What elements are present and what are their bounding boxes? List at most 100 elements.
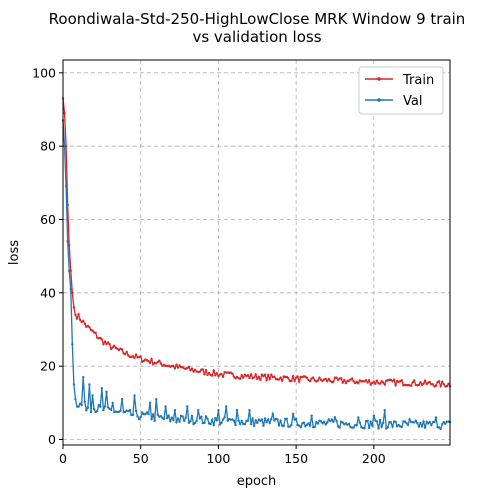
series-val-point <box>344 422 348 425</box>
series-train-point <box>220 372 223 376</box>
series-val-point <box>403 420 407 423</box>
y-axis-label: loss <box>7 240 22 265</box>
series-train-point <box>318 376 321 379</box>
series-train-point <box>357 382 360 385</box>
series-train-point <box>375 379 379 382</box>
series-train-point <box>63 111 66 115</box>
series-val-point <box>329 419 332 423</box>
series-val-point <box>237 419 240 422</box>
series-val-point <box>106 406 110 409</box>
series-val-point <box>266 418 270 421</box>
series-train-point <box>75 317 79 320</box>
series-val-point <box>215 419 219 422</box>
series-train-point <box>173 367 177 370</box>
series-train-point <box>88 326 91 329</box>
series-val-point <box>330 418 334 421</box>
series-train-point <box>290 379 293 383</box>
series-train-point <box>113 344 116 347</box>
series-val-point <box>290 423 293 427</box>
series-val-point <box>308 424 312 427</box>
y-tick-label: 100 <box>32 65 56 80</box>
series-train-point <box>431 383 435 386</box>
series-val-point <box>190 414 194 418</box>
series-val-point <box>172 418 175 422</box>
series-train-point <box>343 378 346 382</box>
series-val-point <box>148 401 152 405</box>
legend-val-marker <box>377 98 381 102</box>
series-val-point <box>277 424 281 427</box>
series-train-point <box>74 313 77 317</box>
series-train-point <box>159 362 163 365</box>
series-val-point <box>214 417 217 420</box>
series-val-point <box>189 420 192 423</box>
series-val-line <box>62 120 451 431</box>
series-val-point <box>69 287 72 291</box>
series-train-point <box>329 379 332 383</box>
series-train-point <box>439 384 442 388</box>
series-train-point <box>215 372 219 375</box>
series-val-point <box>397 423 400 427</box>
series-train-point <box>409 384 413 387</box>
legend: Train Val <box>358 66 444 115</box>
series-val-point <box>433 420 436 424</box>
series-val-point <box>355 424 358 427</box>
series-val-point <box>173 408 177 412</box>
series-val-point <box>282 424 285 428</box>
series-val-point <box>128 408 132 412</box>
series-val-point <box>294 417 298 421</box>
series-val-point <box>224 405 228 408</box>
series-val-point <box>276 418 279 421</box>
series-train-point <box>394 384 397 387</box>
series-val-point <box>184 416 187 419</box>
series-train-point <box>280 379 284 382</box>
series-val-point <box>386 426 390 429</box>
series-val-point <box>302 421 306 424</box>
series-val-point <box>226 419 229 422</box>
x-tick-label: 200 <box>362 451 386 466</box>
series-val-point <box>240 419 243 423</box>
series-val-point <box>220 421 223 424</box>
series-train-point <box>266 373 270 377</box>
series-train-point <box>413 379 416 382</box>
series-train-point <box>332 380 335 383</box>
series-train-point <box>378 382 382 385</box>
series-train-point <box>434 384 438 387</box>
series-val-point <box>164 405 167 408</box>
series-train-point <box>72 306 76 309</box>
series-train-point <box>158 359 161 362</box>
series-val-point <box>357 416 360 419</box>
series-train-point <box>428 380 431 384</box>
series-val-point <box>169 419 172 423</box>
series-train-point <box>83 322 86 326</box>
series-train-point <box>293 379 296 383</box>
series-val-point <box>371 424 374 427</box>
series-train-point <box>190 367 194 370</box>
series-val-point <box>176 417 180 420</box>
series-val-point <box>235 408 239 412</box>
series-val-point <box>120 397 124 401</box>
series-val-point <box>203 421 206 425</box>
series-train-point <box>364 378 368 382</box>
series-train-point <box>437 380 441 383</box>
series-train-point <box>374 382 377 385</box>
series-val-point <box>439 427 442 431</box>
series-train-point <box>296 375 299 378</box>
series-val-point <box>413 421 416 424</box>
series-train-point <box>105 342 108 346</box>
series-val-point <box>406 423 410 427</box>
x-tick-label: 0 <box>59 451 67 466</box>
series-val-point <box>437 426 441 429</box>
series-train-point <box>389 378 393 382</box>
series-val-point <box>400 425 404 429</box>
series-train-point <box>231 372 234 375</box>
series-train-point <box>298 380 301 383</box>
series-train-point <box>103 340 107 343</box>
series-train-point <box>150 357 153 361</box>
y-tick-label: 60 <box>40 212 56 227</box>
series-val-point <box>271 412 275 416</box>
series-val-point <box>71 342 74 346</box>
series-val-point <box>195 419 198 422</box>
x-tick-label: 150 <box>284 451 308 466</box>
series-val-point <box>74 397 77 401</box>
series-train-point <box>78 318 82 321</box>
